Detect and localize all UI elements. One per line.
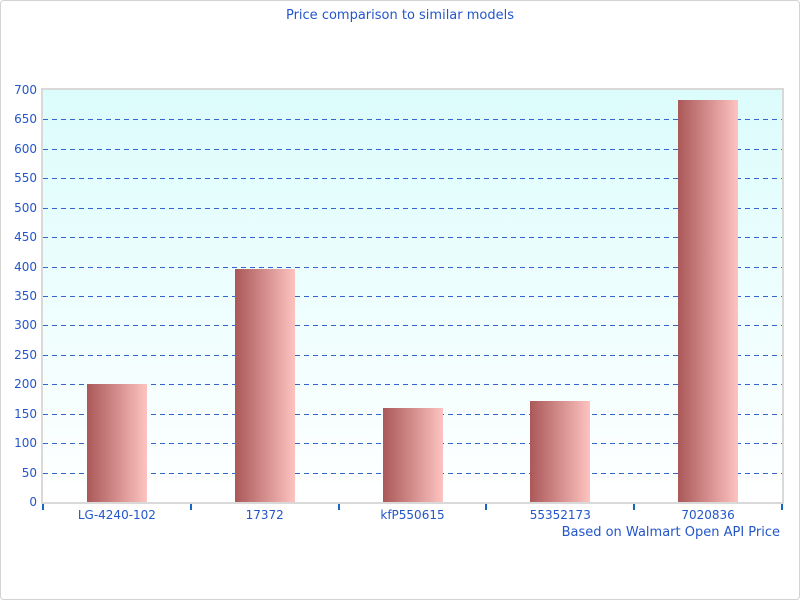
y-tick-label: 0 bbox=[29, 495, 37, 509]
gridline bbox=[43, 237, 782, 239]
gridline bbox=[43, 354, 782, 356]
y-tick-label: 600 bbox=[14, 141, 37, 156]
y-tick-label: 50 bbox=[21, 465, 37, 480]
y-tick-label: 650 bbox=[14, 112, 37, 127]
y-tick-label: 150 bbox=[14, 406, 37, 421]
gridline bbox=[43, 296, 782, 297]
y-tick-label: 300 bbox=[14, 318, 37, 333]
x-tick-label: LG-4240-102 bbox=[77, 508, 156, 522]
x-tick-label: 7020836 bbox=[681, 508, 735, 522]
bar-kfP550615 bbox=[382, 407, 443, 502]
x-axis-tick bbox=[337, 504, 340, 510]
chart-title: Price comparison to similar models bbox=[285, 8, 515, 23]
y-tick-label: 250 bbox=[14, 347, 37, 362]
y-tick-label: 400 bbox=[14, 259, 37, 274]
gridline bbox=[43, 384, 782, 386]
axis-note: Based on Walmart Open API Price bbox=[561, 525, 780, 540]
x-axis-tick bbox=[633, 504, 636, 510]
plot-area bbox=[41, 88, 784, 504]
bar-LG-4240-102 bbox=[86, 384, 147, 502]
x-tick-label: kfP550615 bbox=[380, 508, 445, 522]
gridline bbox=[43, 266, 782, 268]
y-tick-label: 700 bbox=[14, 83, 37, 97]
y-tick-label: 500 bbox=[14, 200, 37, 215]
gridline bbox=[43, 325, 782, 327]
x-axis-tick bbox=[485, 504, 488, 510]
bar-17372 bbox=[234, 268, 295, 502]
x-axis-tick bbox=[781, 504, 783, 510]
y-tick-label: 550 bbox=[14, 171, 37, 186]
gridline bbox=[43, 207, 782, 209]
bar-55352173 bbox=[530, 401, 591, 502]
y-tick-label: 100 bbox=[14, 436, 37, 451]
x-axis-tick bbox=[42, 504, 44, 510]
x-tick-label: 55352173 bbox=[529, 508, 591, 522]
bar-7020836 bbox=[678, 100, 739, 502]
gridline bbox=[43, 148, 782, 150]
gridline bbox=[43, 178, 782, 180]
y-tick-label: 450 bbox=[14, 230, 37, 245]
gridline bbox=[43, 119, 782, 121]
y-tick-label: 200 bbox=[14, 377, 37, 392]
x-tick-label: 17372 bbox=[245, 508, 284, 522]
y-tick-label: 350 bbox=[14, 289, 37, 303]
x-axis-tick bbox=[189, 504, 192, 510]
